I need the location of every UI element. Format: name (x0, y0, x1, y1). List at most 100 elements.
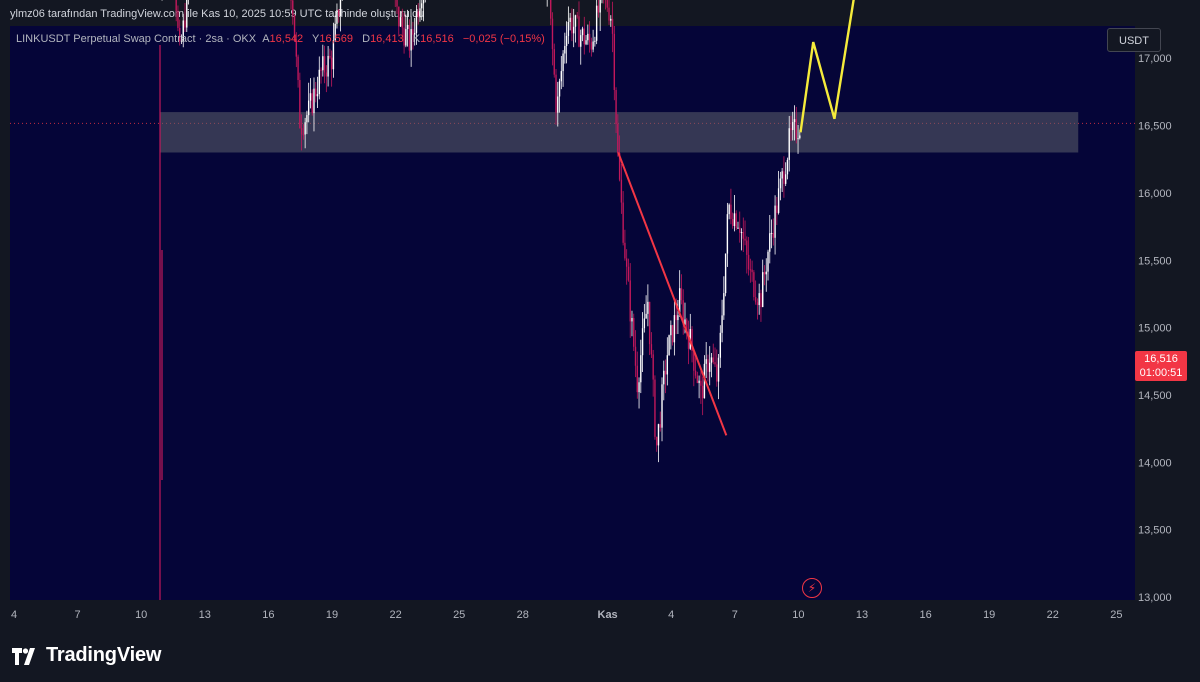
x-tick-label: 22 (1047, 609, 1059, 621)
candle-body (339, 0, 342, 17)
candle-body (553, 49, 555, 75)
candle-body (638, 382, 640, 393)
candle-body (744, 238, 746, 241)
candle-body (580, 35, 582, 47)
candle-body (334, 23, 336, 41)
candle-body (714, 362, 716, 365)
candle-body (652, 354, 654, 380)
candle-body (597, 5, 600, 13)
candle-body (297, 56, 299, 81)
lightning-icon[interactable]: ⚡ (802, 578, 822, 598)
candle-body (587, 33, 589, 41)
candle-body (719, 332, 722, 358)
candle-body (179, 27, 181, 42)
candle-body (307, 100, 310, 116)
candle-body (551, 18, 554, 50)
candle-body (590, 42, 593, 50)
candle-body (304, 122, 306, 135)
candle-body (709, 362, 711, 372)
candle-body (670, 325, 672, 336)
candle-body (654, 379, 656, 437)
candle-body (756, 302, 759, 306)
currency-button[interactable]: USDT (1107, 28, 1161, 52)
candle-body (330, 57, 333, 70)
candle-body (633, 318, 635, 347)
candle-body (733, 213, 736, 226)
candle-body (758, 293, 760, 306)
candle-body (677, 315, 679, 321)
tradingview-logo[interactable]: TradingView (12, 641, 161, 669)
candle-body (678, 288, 681, 316)
close-label: K (412, 33, 421, 45)
candle-body (673, 315, 676, 343)
candle-body (668, 335, 670, 356)
x-tick-label: 10 (792, 609, 804, 621)
candle-body (751, 269, 753, 273)
y-tick-label: 16,500 (1138, 121, 1172, 133)
candle-body (581, 28, 584, 36)
bar-countdown: 01:00:51 (1139, 367, 1183, 379)
x-tick-label: 10 (135, 609, 147, 621)
candle-body (792, 122, 794, 131)
candle-body (413, 32, 416, 35)
change-value: −0,025 (−0,15%) (462, 33, 545, 45)
candle-body (742, 231, 744, 239)
candle-body (311, 93, 313, 114)
candle-body (645, 313, 647, 319)
candle-body (300, 128, 303, 135)
candle-body (315, 88, 317, 97)
x-tick-label: 13 (199, 609, 211, 621)
candle-body (620, 179, 623, 203)
candle-body (599, 0, 601, 13)
candle-body (726, 214, 729, 254)
y-tick-label: 16,000 (1138, 188, 1172, 200)
candle-body (772, 233, 775, 238)
candle-body (610, 18, 612, 21)
candle-body (631, 318, 633, 322)
candle-body (691, 329, 693, 352)
close-value: 16,516 (420, 33, 454, 45)
candle-body (585, 40, 587, 45)
ohlc-legend: LINKUSDT Perpetual Swap Contract · 2sa ·… (16, 33, 551, 45)
candle-body (686, 319, 688, 332)
candle-body (687, 331, 690, 349)
candle-body (417, 11, 419, 18)
candle-body (777, 188, 780, 213)
candle-body (781, 171, 783, 179)
footer-bar (0, 630, 1200, 682)
candle-body (641, 328, 644, 356)
candle-body (571, 17, 573, 34)
candle-body (316, 94, 319, 97)
high-label: Y (312, 33, 320, 45)
candle-body (640, 355, 642, 383)
candle-body (186, 0, 188, 28)
candle-body (731, 218, 734, 226)
candle-body (403, 27, 405, 46)
x-tick-label: 22 (389, 609, 401, 621)
candle-body (770, 233, 773, 235)
candle-body (717, 357, 720, 382)
candle-body (583, 28, 585, 45)
candle-body (783, 171, 785, 184)
candle-body (309, 93, 312, 101)
candle-body (682, 300, 684, 325)
candle-body (295, 40, 298, 57)
open-value: 16,542 (269, 33, 304, 45)
candle-body (629, 280, 631, 322)
candle-body (737, 227, 739, 229)
x-tick-label: 19 (326, 609, 338, 621)
candle-body (332, 40, 335, 70)
y-tick-label: 14,500 (1138, 390, 1172, 402)
candle-body (558, 81, 561, 97)
candle-body (613, 33, 616, 90)
candle-body (617, 123, 619, 154)
candle-body (410, 29, 412, 51)
candle-body (615, 89, 617, 124)
candle-body (606, 0, 608, 8)
candle-body (735, 213, 737, 228)
candle-body (656, 436, 658, 446)
y-tick-label: 13,000 (1138, 592, 1172, 604)
candle-body (793, 119, 796, 123)
candle-body (329, 55, 331, 58)
